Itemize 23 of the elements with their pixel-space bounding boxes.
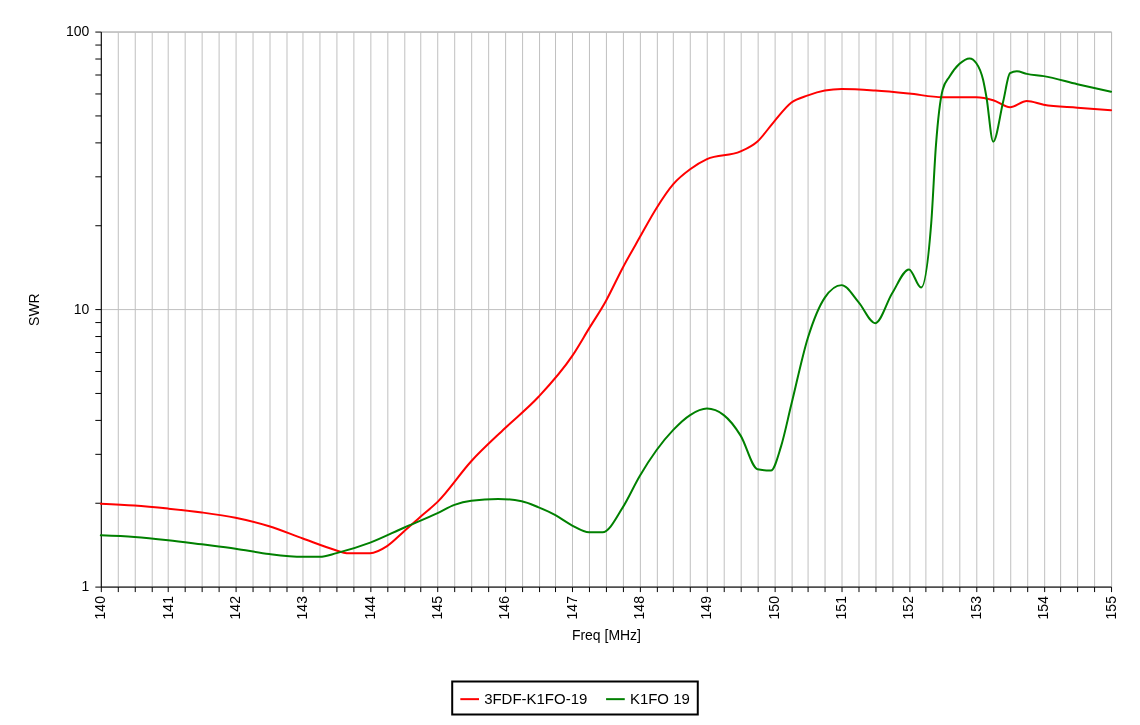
y-tick-label: 10 — [73, 300, 90, 317]
x-tick-label: 148 — [631, 595, 648, 620]
x-tick-label: 153 — [967, 595, 984, 620]
y-tick-label: 100 — [66, 23, 90, 40]
x-tick-label: 155 — [1102, 595, 1119, 620]
x-axis-title: Freq [MHz] — [571, 627, 641, 644]
x-tick-label: 154 — [1035, 595, 1052, 620]
x-tick-label: 145 — [429, 595, 446, 620]
x-tick-label: 143 — [294, 595, 311, 620]
x-tick-label: 151 — [833, 595, 850, 620]
x-tick-label: 142 — [227, 595, 244, 620]
x-tick-label: 147 — [563, 595, 580, 620]
x-tick-label: 146 — [496, 595, 513, 620]
x-tick-label: 149 — [698, 595, 715, 620]
x-tick-label: 140 — [92, 595, 109, 620]
y-axis-title: SWR — [26, 293, 43, 326]
x-tick-label: 144 — [361, 595, 378, 620]
x-tick-label: 141 — [159, 595, 176, 620]
legend-label: 3FDF-K1FO-19 — [484, 690, 588, 708]
legend-label: K1FO 19 — [629, 690, 690, 708]
x-tick-label: 152 — [900, 595, 917, 620]
y-tick-label: 1 — [81, 578, 90, 595]
x-tick-label: 150 — [765, 595, 782, 620]
